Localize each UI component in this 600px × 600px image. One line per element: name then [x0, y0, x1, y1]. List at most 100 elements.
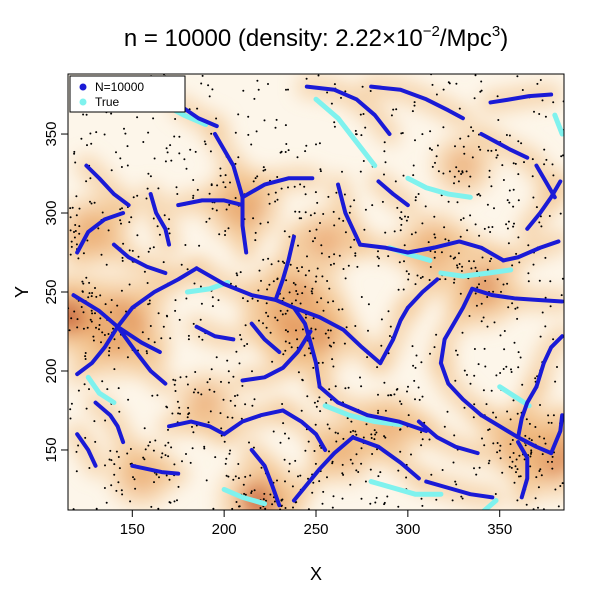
galaxy-point — [544, 325, 547, 328]
galaxy-point — [229, 449, 232, 452]
galaxy-point — [295, 290, 298, 292]
galaxy-point — [269, 493, 272, 496]
galaxy-point — [360, 134, 363, 137]
galaxy-point — [547, 421, 550, 424]
galaxy-point — [308, 269, 311, 272]
galaxy-point — [69, 408, 72, 411]
galaxy-point — [164, 444, 167, 447]
galaxy-point — [110, 112, 113, 115]
galaxy-point — [121, 256, 124, 259]
galaxy-point — [364, 480, 367, 483]
galaxy-point — [529, 455, 532, 458]
galaxy-point — [173, 135, 176, 138]
galaxy-point — [538, 435, 541, 438]
galaxy-point — [110, 459, 113, 462]
galaxy-point — [304, 285, 307, 288]
galaxy-point — [515, 471, 517, 474]
galaxy-point — [414, 231, 417, 234]
galaxy-point — [518, 261, 521, 264]
galaxy-point — [244, 493, 247, 496]
galaxy-point — [288, 342, 291, 345]
galaxy-point — [329, 263, 332, 266]
galaxy-point — [470, 267, 473, 270]
galaxy-point — [538, 470, 541, 472]
filament-n10000 — [148, 192, 172, 247]
galaxy-point — [342, 473, 345, 476]
galaxy-point — [171, 412, 174, 415]
galaxy-point — [429, 250, 432, 252]
galaxy-point — [446, 410, 449, 413]
galaxy-point — [460, 173, 463, 175]
galaxy-point — [191, 447, 194, 450]
galaxy-point — [252, 446, 255, 449]
galaxy-point — [344, 90, 347, 93]
galaxy-point — [424, 205, 427, 208]
galaxy-point — [205, 220, 208, 223]
galaxy-point — [319, 410, 322, 413]
galaxy-point — [158, 233, 161, 236]
galaxy-point — [457, 252, 460, 255]
galaxy-point — [480, 80, 483, 83]
galaxy-point — [469, 382, 472, 385]
galaxy-point — [272, 280, 275, 283]
filament-n10000 — [130, 463, 181, 476]
galaxy-point — [541, 99, 544, 102]
galaxy-point — [234, 404, 237, 407]
galaxy-point — [89, 177, 92, 180]
galaxy-point — [327, 195, 330, 198]
galaxy-point — [400, 403, 403, 405]
galaxy-point — [163, 214, 166, 217]
x-tick-label: 300 — [395, 521, 420, 538]
galaxy-point — [397, 288, 400, 291]
galaxy-point — [355, 469, 358, 472]
galaxy-point — [357, 471, 360, 473]
galaxy-point — [430, 148, 433, 151]
title-base: 10 — [396, 25, 423, 52]
galaxy-point — [560, 155, 563, 158]
galaxy-point — [434, 161, 436, 164]
galaxy-point — [387, 255, 390, 258]
galaxy-point — [525, 503, 528, 506]
galaxy-point — [250, 143, 253, 146]
galaxy-point — [305, 77, 308, 80]
galaxy-point — [113, 338, 116, 341]
galaxy-point — [142, 141, 145, 143]
galaxy-point — [110, 484, 113, 487]
galaxy-point — [191, 425, 193, 428]
galaxy-point — [514, 162, 517, 165]
galaxy-point — [434, 251, 437, 253]
galaxy-point — [156, 394, 159, 397]
galaxy-point — [110, 299, 113, 301]
galaxy-point — [208, 388, 211, 391]
galaxy-point — [417, 386, 420, 389]
galaxy-point — [329, 329, 332, 332]
galaxy-point — [165, 314, 168, 317]
galaxy-point — [290, 346, 293, 349]
galaxy-point — [342, 268, 345, 270]
galaxy-point — [82, 252, 85, 255]
galaxy-point — [281, 498, 284, 501]
galaxy-point — [289, 519, 291, 521]
galaxy-point — [165, 147, 168, 150]
galaxy-point — [176, 193, 179, 195]
galaxy-point — [285, 279, 288, 282]
galaxy-point — [503, 348, 506, 351]
galaxy-point — [296, 338, 299, 341]
galaxy-point — [252, 180, 255, 183]
galaxy-point — [311, 292, 314, 295]
galaxy-point — [215, 117, 218, 120]
galaxy-point — [303, 185, 306, 188]
galaxy-point — [334, 385, 337, 388]
galaxy-point — [430, 473, 433, 476]
galaxy-point — [487, 226, 490, 229]
galaxy-point — [467, 135, 470, 138]
galaxy-point — [265, 311, 268, 314]
galaxy-point — [187, 406, 190, 409]
axes: 150 200 250 300 350 150 200 250 300 350 — [43, 122, 512, 538]
galaxy-point — [284, 151, 287, 153]
galaxy-point — [82, 113, 85, 116]
galaxy-point — [360, 447, 363, 450]
galaxy-point — [88, 281, 91, 284]
galaxy-point — [73, 152, 76, 155]
galaxy-point — [277, 260, 280, 263]
